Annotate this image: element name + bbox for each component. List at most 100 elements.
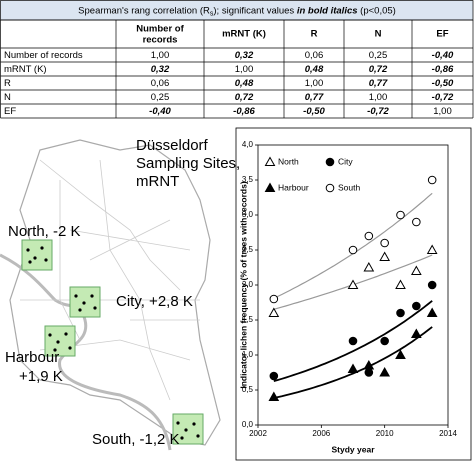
cell: 0,25 (151, 92, 170, 103)
chart-frame (235, 127, 472, 461)
data-point (347, 363, 359, 373)
title-part: Spearman's rang correlation (R (78, 5, 210, 16)
column-header: N (375, 29, 382, 40)
legend-marker (264, 156, 276, 166)
data-point (379, 366, 391, 377)
legend-label: North (278, 156, 299, 166)
column-header: mRNT (K) (222, 29, 266, 40)
data-point (364, 368, 374, 377)
header-line: records (143, 34, 178, 45)
site-square (172, 413, 204, 445)
cell: 1,00 (433, 106, 452, 117)
y-tick-label: 4,0 (242, 140, 254, 149)
title-part: s (210, 11, 214, 18)
scatter-chart: 0,0 0,5 1,0 1,5 2,0 2,5 3,0 3,5 4,0 2002 2006 2010 2… (238, 140, 457, 454)
site-label: City, +2,8 K (116, 293, 193, 310)
x-tick-label: 2010 (376, 429, 394, 438)
legend-marker (264, 182, 276, 192)
column-header: Number of records (136, 23, 184, 45)
y-tick-label: 1,5 (242, 315, 254, 324)
data-point (396, 308, 405, 318)
y-tick-label: 2,0 (242, 280, 254, 289)
sample-dots (26, 246, 200, 440)
site-square (21, 239, 53, 271)
y-tick-label: 3,5 (242, 175, 254, 184)
data-point (268, 307, 280, 317)
cell: 1,00 (235, 64, 254, 75)
map-title: mRNT (136, 173, 179, 190)
cell: 0,32 (235, 50, 254, 61)
row-label: N (4, 92, 11, 103)
trend-line (273, 326, 433, 399)
cell: 0,77 (305, 92, 324, 103)
data-point (268, 391, 280, 401)
data-point (347, 279, 359, 289)
data-point (380, 336, 389, 346)
y-tick-label: 0,0 (242, 420, 254, 429)
cell: -0,50 (303, 106, 325, 117)
data-point (410, 328, 422, 338)
cell: 0,32 (151, 64, 170, 75)
trend-line (273, 300, 433, 382)
cell: 1,00 (369, 92, 388, 103)
data-point (395, 279, 406, 289)
legend-label: City (338, 156, 353, 166)
data-point (269, 294, 279, 304)
data-point (396, 210, 405, 220)
cell: 0,72 (369, 64, 388, 75)
data-point (395, 349, 406, 359)
data-point (426, 244, 438, 254)
row-label: EF (4, 106, 16, 117)
data-point (412, 217, 421, 227)
row-label: mRNT (K) (4, 64, 47, 75)
x-tick-label: 2002 (249, 429, 267, 438)
cell: 0,06 (151, 78, 170, 89)
correlation-table: Spearman's rang correlation (Rs); signif… (0, 0, 474, 119)
data-point (380, 238, 389, 248)
cell: 1,00 (151, 50, 170, 61)
cell: 0,48 (235, 78, 254, 89)
cell: 1,00 (305, 78, 324, 89)
cell: 0,06 (305, 50, 324, 61)
title-part: in bold italics (297, 5, 358, 16)
cell: -0,72 (367, 106, 389, 117)
cell: -0,86 (233, 106, 255, 117)
legend-marker (325, 183, 335, 193)
data-point (363, 359, 375, 370)
cell: -0,72 (432, 92, 454, 103)
cell: 0,77 (369, 78, 388, 89)
column-header: EF (436, 29, 448, 40)
data-point (427, 280, 437, 290)
legend-label: South (338, 182, 360, 192)
row-label: Number of records (4, 50, 83, 61)
cell: -0,86 (432, 64, 454, 75)
site-label: South, -1,2 K (92, 431, 180, 448)
data-point (364, 231, 374, 241)
map-title: Sampling Sites, (136, 155, 240, 172)
data-point (363, 261, 375, 272)
map-title: Düsseldorf (136, 137, 209, 154)
data-point (426, 307, 438, 317)
y-tick-label: 3,0 (242, 210, 254, 219)
legend-marker (325, 157, 335, 167)
x-tick-label: 2014 (439, 429, 457, 438)
data-point (348, 245, 358, 255)
row-label: R (4, 78, 11, 89)
cell: 0,25 (369, 50, 388, 61)
x-tick-label: 2006 (312, 429, 330, 438)
data-point (348, 336, 358, 346)
cell: 0,48 (305, 64, 324, 75)
y-axis-label: Indicator lichen frequency (% of trees w… (238, 181, 248, 389)
cell: 0,72 (235, 92, 254, 103)
site-label: North, -2 K (8, 223, 81, 240)
data-point (269, 371, 279, 381)
column-header: R (311, 29, 318, 40)
y-tick-label: 0,5 (242, 385, 254, 394)
header-line: Number of (136, 23, 184, 34)
data-point (412, 301, 421, 311)
data-point (410, 265, 422, 275)
site-square (44, 325, 76, 357)
title-part: ); significant values (213, 5, 296, 16)
cell: -0,40 (432, 50, 454, 61)
